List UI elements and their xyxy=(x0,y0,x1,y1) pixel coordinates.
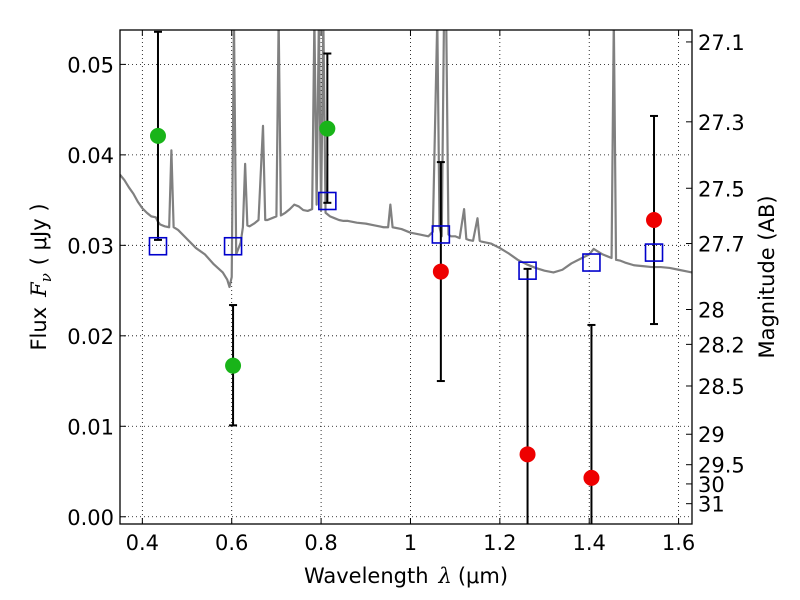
y2-tick-label: 28.5 xyxy=(698,375,745,399)
grid xyxy=(120,30,692,524)
detection-point xyxy=(149,127,166,144)
low-significance-point xyxy=(583,469,600,486)
y-tick-label: 0.05 xyxy=(67,53,114,77)
x-tick-label: 1 xyxy=(404,531,417,555)
y2-tick-label: 27.3 xyxy=(698,111,745,135)
y2-tick-label: 29.5 xyxy=(698,454,745,478)
y-tick-label: 0.02 xyxy=(67,325,114,349)
model-photometry-square xyxy=(431,225,451,244)
y2-tick-label: 27.7 xyxy=(698,233,745,257)
y2-tick-label: 28.2 xyxy=(698,333,745,357)
y2-axis-title: Magnitude (AB) xyxy=(755,195,779,358)
y2-tick-label: 30 xyxy=(698,473,725,497)
x-tick-label: 1.4 xyxy=(573,531,606,555)
y-tick-label: 0.01 xyxy=(67,415,114,439)
x-tick-label: 1.6 xyxy=(662,531,695,555)
plot-frame xyxy=(119,29,693,525)
model-photometry-square xyxy=(318,191,337,211)
low-significance-point xyxy=(519,446,536,463)
x-tick-label: 0.6 xyxy=(215,531,248,555)
model-photometry-square xyxy=(223,236,243,256)
detection-point xyxy=(319,120,336,137)
low-significance-point xyxy=(432,263,449,280)
y2-tick-label: 27.1 xyxy=(698,31,745,55)
model-photometry-square xyxy=(518,261,537,280)
model-photometry-square xyxy=(148,236,168,256)
markers xyxy=(148,120,664,486)
spectrum-line xyxy=(120,30,692,289)
y2-tick-label: 29 xyxy=(698,423,725,447)
y-tick-label: 0.00 xyxy=(67,506,114,530)
y-axis-title: FluxFν( μJy ) xyxy=(27,203,55,350)
y2-tick-label: 31 xyxy=(698,493,725,517)
x-tick-label: 0.4 xyxy=(126,531,159,555)
y-tick-label: 0.03 xyxy=(67,234,114,258)
low-significance-point xyxy=(646,212,663,228)
y2-tick-label: 28 xyxy=(698,298,725,322)
x-axis-title: Wavelength λ (μm) xyxy=(304,564,508,588)
model-photometry-square xyxy=(644,243,664,262)
y2-tick-label: 27.5 xyxy=(698,177,745,201)
x-tick-label: 0.8 xyxy=(304,531,337,555)
ticks: 0.4 0.6 0.8 1 1.2 1.4 1.6 0.00 0.01 0.02 0.03 0.04 0… xyxy=(67,30,745,555)
model-photometry-square xyxy=(582,253,601,272)
plot-area xyxy=(120,30,692,289)
detection-point xyxy=(225,357,242,374)
y-tick-label: 0.04 xyxy=(67,144,114,168)
x-tick-label: 1.2 xyxy=(483,531,516,555)
